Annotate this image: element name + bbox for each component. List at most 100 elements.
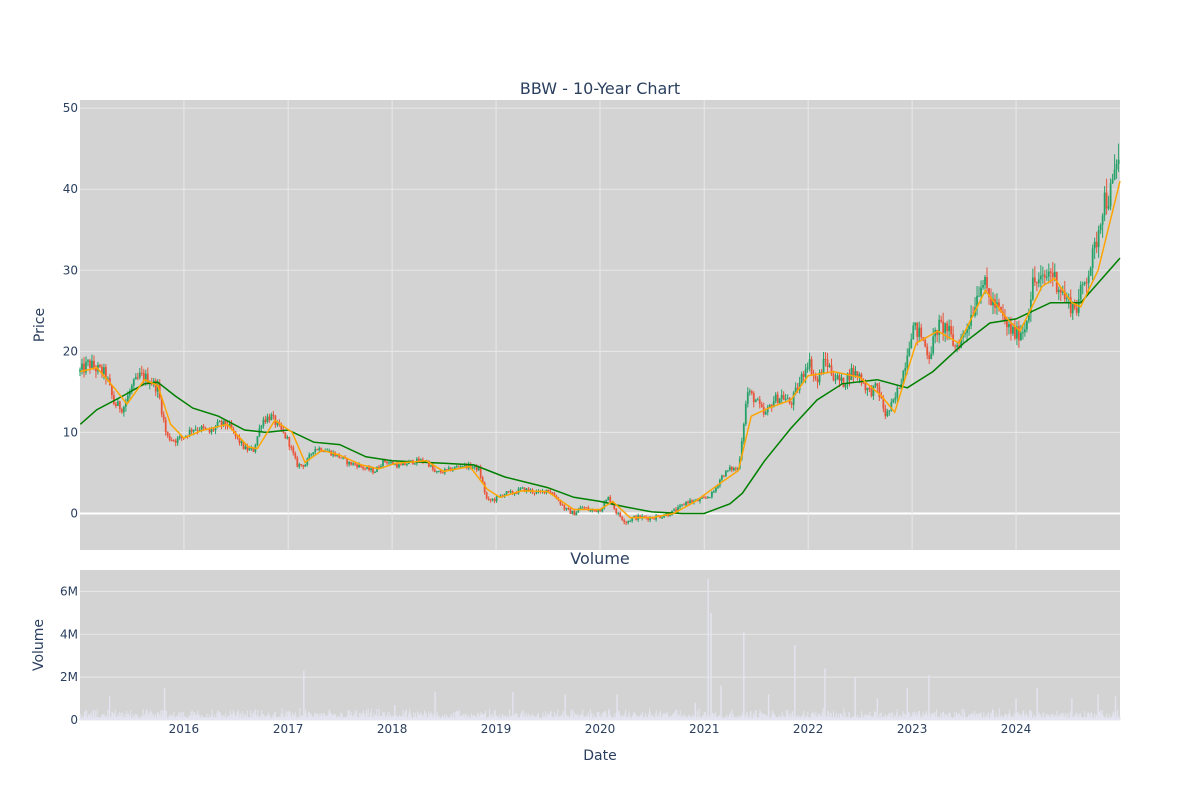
candle-body — [509, 491, 512, 493]
candle-body — [601, 508, 604, 512]
candle-body — [479, 467, 482, 478]
candle-body — [946, 323, 949, 332]
candle-body — [607, 496, 610, 500]
price-y-tick-label: 20 — [63, 344, 78, 358]
candle-body — [834, 379, 837, 381]
candle-body — [471, 467, 474, 469]
candle-body — [992, 299, 994, 306]
candle-body — [954, 345, 957, 347]
candle-body — [437, 470, 440, 472]
candle-body — [619, 512, 622, 517]
candle-body — [551, 492, 554, 494]
candle-body — [105, 367, 107, 379]
candle-body — [928, 355, 931, 359]
candle-body — [286, 437, 289, 439]
candle-body — [487, 498, 490, 500]
candle-body — [984, 276, 986, 286]
candle-body — [752, 393, 755, 403]
candle-body — [1099, 224, 1102, 231]
candle-body — [730, 466, 733, 471]
candle-body — [740, 441, 743, 459]
candle-body — [691, 500, 693, 503]
candle-body — [348, 461, 351, 465]
candle-body — [392, 461, 394, 465]
candle-body — [848, 373, 851, 380]
candle-body — [431, 465, 434, 470]
candle-body — [918, 327, 921, 337]
candle-body — [844, 384, 847, 388]
candle-body — [722, 475, 725, 477]
candle-body — [898, 387, 901, 389]
candle-body — [101, 366, 103, 375]
candle-body — [1111, 179, 1114, 184]
candle-body — [489, 499, 492, 501]
date-x-tick-label: 2017 — [273, 722, 304, 736]
candle-body — [1057, 289, 1060, 293]
candle-body — [705, 497, 707, 499]
candle-body — [569, 508, 572, 514]
candle-body — [116, 401, 119, 406]
candle-body — [128, 391, 131, 396]
candle-body — [1079, 285, 1082, 300]
candle-body — [352, 463, 354, 465]
candle-body — [681, 504, 683, 506]
candle-body — [176, 438, 179, 443]
volume-plot-area[interactable] — [80, 570, 1120, 720]
candle-body — [256, 436, 259, 445]
candle-body — [457, 466, 460, 468]
candle-body — [659, 515, 661, 518]
candle-body — [79, 369, 81, 372]
candle-body — [884, 408, 887, 417]
candle-body — [902, 371, 905, 384]
candle-body — [196, 429, 199, 431]
candle-body — [252, 448, 255, 452]
candle-body — [140, 372, 143, 374]
candle-body — [699, 498, 701, 502]
candle-body — [218, 421, 221, 423]
candle-body — [732, 468, 735, 471]
candle-body — [862, 382, 865, 384]
candle-body — [296, 457, 299, 467]
candle-body — [575, 512, 578, 516]
candle-body — [1093, 241, 1096, 249]
candle-body — [802, 374, 805, 377]
candle-body — [194, 429, 197, 431]
volume-y-tick-label: 0 — [70, 713, 78, 727]
candle-body — [603, 502, 606, 509]
candle-body — [481, 477, 484, 484]
candle-body — [794, 387, 797, 393]
candle-body — [920, 327, 923, 338]
candle-body — [864, 382, 867, 391]
candle-body — [685, 501, 687, 506]
candle-body — [609, 496, 612, 502]
candle-body — [429, 465, 432, 467]
candle-body — [308, 454, 311, 459]
candle-body — [81, 363, 83, 370]
candle-body — [826, 359, 829, 368]
candle-body — [1051, 272, 1054, 278]
candle-body — [986, 276, 988, 289]
candle-body — [597, 509, 600, 512]
candle-body — [499, 495, 502, 497]
candle-body — [1018, 326, 1020, 341]
candle-body — [477, 467, 480, 471]
candle-body — [1035, 282, 1038, 284]
candle-body — [91, 360, 93, 368]
candle-body — [402, 463, 404, 466]
candle-body — [856, 371, 859, 377]
candle-body — [790, 403, 793, 405]
candle-body — [936, 330, 939, 335]
candle-body — [1006, 319, 1008, 328]
candle-body — [93, 360, 95, 368]
candle-body — [858, 374, 861, 377]
candle-body — [170, 439, 173, 441]
candle-body — [485, 492, 488, 499]
candle-body — [784, 398, 787, 400]
candle-body — [1071, 302, 1074, 314]
candle-body — [914, 322, 917, 326]
candle-body — [703, 497, 705, 499]
candle-body — [547, 489, 550, 492]
candle-body — [828, 365, 831, 368]
candle-body — [1047, 271, 1050, 277]
candle-body — [852, 367, 855, 376]
